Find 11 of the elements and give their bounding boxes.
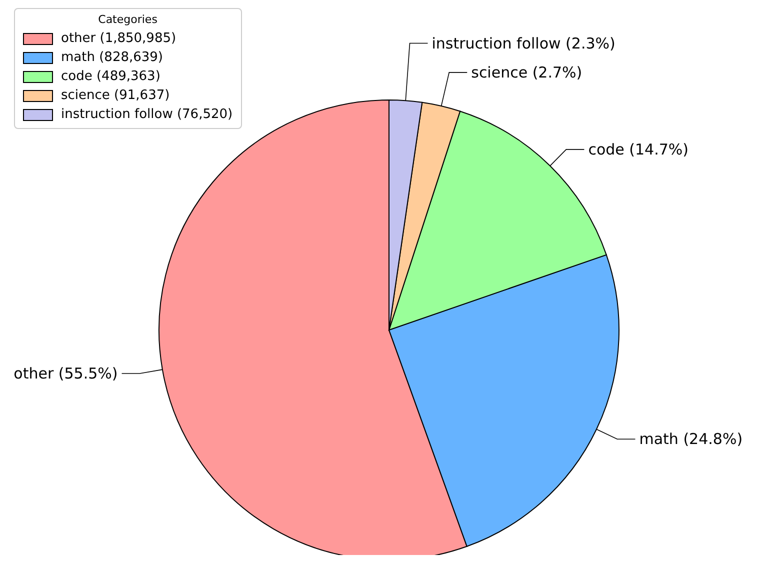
- data-label: instruction follow (2.3%): [432, 34, 616, 52]
- data-label: code (14.7%): [588, 140, 689, 158]
- legend-label: science (91,637): [61, 88, 170, 103]
- data-label: math (24.8%): [639, 430, 743, 448]
- legend-label: code (489,363): [61, 69, 160, 84]
- legend-label: other (1,850,985): [61, 31, 176, 46]
- legend-label: instruction follow (76,520): [61, 107, 233, 122]
- legend-title: Categories: [97, 13, 158, 26]
- legend-label: math (828,639): [61, 50, 164, 65]
- data-label: other (55.5%): [14, 364, 118, 382]
- data-label: science (2.7%): [471, 63, 582, 82]
